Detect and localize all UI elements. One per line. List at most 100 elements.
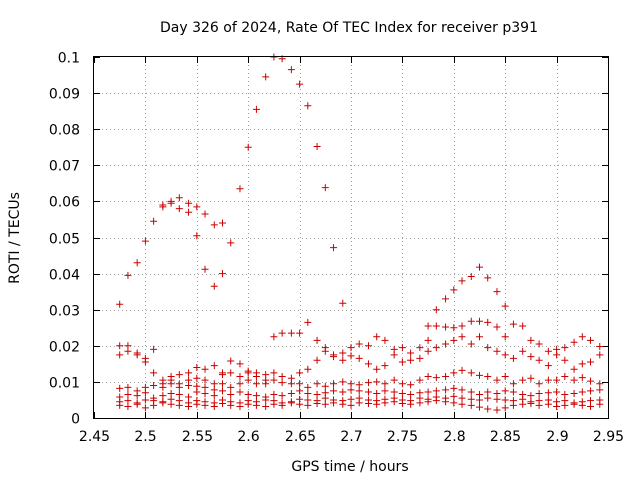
data-point	[244, 143, 252, 151]
data-point	[296, 387, 304, 395]
data-point	[227, 391, 235, 399]
data-point	[519, 347, 527, 355]
data-point	[484, 344, 492, 352]
plot-frame	[93, 56, 609, 419]
data-point	[544, 362, 552, 370]
data-point	[330, 380, 338, 388]
data-point	[321, 382, 329, 390]
data-point	[458, 277, 466, 285]
data-point	[347, 401, 355, 409]
data-point	[484, 394, 492, 402]
data-point	[476, 333, 483, 341]
data-point	[304, 318, 312, 326]
data-point	[493, 288, 501, 296]
grid-lines	[94, 57, 608, 418]
data-point	[364, 388, 372, 396]
data-point	[244, 369, 252, 377]
data-point	[544, 347, 552, 355]
data-point	[596, 380, 604, 388]
data-point	[424, 347, 432, 355]
data-point	[252, 401, 260, 409]
data-point	[544, 376, 552, 384]
data-point	[150, 401, 158, 409]
data-point	[150, 382, 158, 390]
data-point	[175, 371, 183, 379]
data-point	[424, 322, 432, 330]
y-tick-label: 0.06	[49, 195, 80, 211]
data-point	[219, 387, 226, 395]
data-point	[450, 324, 458, 332]
data-point	[587, 336, 595, 344]
data-point	[364, 360, 372, 368]
data-point	[476, 317, 483, 325]
data-point	[185, 199, 193, 207]
data-point	[116, 384, 124, 392]
data-point	[407, 349, 415, 357]
data-point	[458, 386, 466, 394]
data-point	[458, 322, 466, 330]
data-point	[287, 66, 295, 74]
data-point	[450, 392, 458, 400]
data-point	[509, 388, 517, 396]
data-point	[159, 203, 167, 211]
data-point	[596, 386, 604, 394]
data-point	[493, 323, 501, 331]
data-points	[116, 53, 604, 414]
data-point	[339, 356, 347, 364]
data-point	[570, 376, 578, 384]
data-point	[201, 265, 209, 273]
data-point	[339, 349, 347, 357]
data-point	[141, 237, 149, 245]
data-point	[270, 333, 278, 341]
data-point	[561, 391, 569, 399]
data-point	[150, 217, 158, 225]
data-point	[450, 286, 458, 294]
data-point	[193, 374, 201, 382]
data-point	[201, 383, 209, 391]
data-point	[193, 400, 201, 408]
data-point	[432, 374, 440, 382]
data-point	[193, 388, 201, 396]
data-point	[150, 345, 158, 353]
y-tick-label: 0	[71, 412, 80, 428]
data-point	[373, 333, 381, 341]
data-point	[527, 374, 535, 382]
y-tick-label: 0.09	[49, 87, 80, 103]
data-point	[236, 372, 244, 380]
data-point	[390, 351, 398, 359]
data-point	[193, 203, 201, 211]
chart-title: Day 326 of 2024, Rate Of TEC Index for r…	[160, 20, 538, 36]
data-point	[278, 329, 286, 337]
data-point	[364, 400, 372, 408]
data-point	[159, 383, 167, 391]
data-point	[587, 402, 595, 410]
data-point	[278, 372, 286, 380]
data-point	[527, 392, 535, 400]
data-point	[458, 366, 466, 374]
x-tick-label: 2.85	[490, 429, 521, 445]
data-point	[133, 351, 141, 359]
data-point	[296, 369, 304, 377]
data-point	[501, 302, 509, 310]
data-point	[570, 365, 578, 373]
data-point	[219, 270, 226, 278]
data-point	[407, 391, 415, 399]
data-point	[330, 387, 338, 395]
data-point	[219, 380, 226, 388]
data-point	[432, 387, 440, 395]
data-point	[553, 402, 561, 410]
data-point	[270, 391, 278, 399]
data-point	[313, 380, 321, 388]
data-point	[570, 389, 578, 397]
data-point	[484, 372, 492, 380]
data-point	[398, 344, 406, 352]
data-point	[227, 401, 235, 409]
data-point	[244, 400, 252, 408]
x-tick-label: 2.6	[237, 429, 259, 445]
data-point	[544, 389, 552, 397]
data-point	[219, 371, 226, 379]
data-point	[450, 399, 458, 407]
data-point	[133, 259, 141, 267]
data-point	[535, 356, 543, 364]
data-point	[133, 400, 141, 408]
